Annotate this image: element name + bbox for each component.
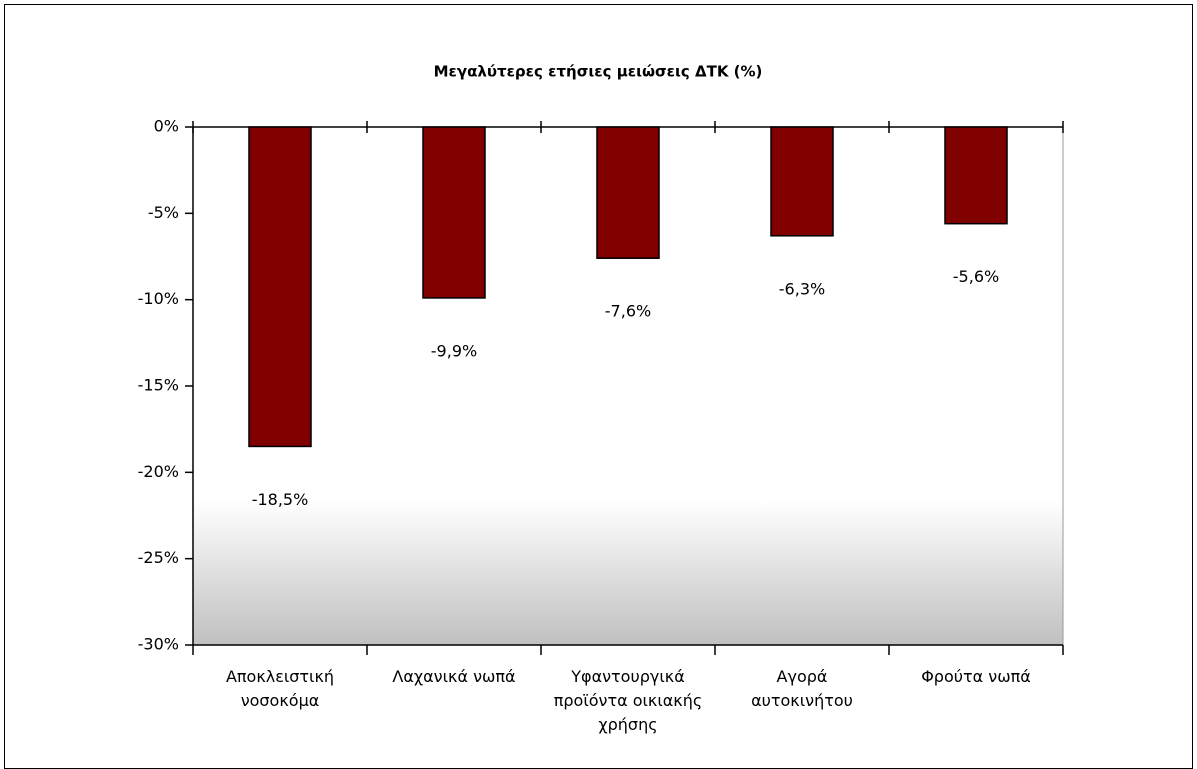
bar [248, 126, 312, 448]
bar [422, 126, 486, 299]
x-tick-label: Αποκλειστική νοσοκόμα [226, 667, 334, 710]
x-tick-label: Υφαντουργικά προϊόντα οικιακής χρήσης [554, 667, 703, 734]
y-tick-label: -25% [138, 548, 179, 567]
bar [770, 126, 834, 237]
y-tick-label: 0% [154, 117, 179, 136]
chart-title: Μεγαλύτερες ετήσιες μειώσεις ΔΤΚ (%) [434, 63, 763, 81]
x-tick-label: Αγορά αυτοκινήτου [751, 667, 853, 710]
y-tick-label: -20% [138, 462, 179, 481]
y-tick-label: -30% [138, 635, 179, 654]
value-label: -18,5% [252, 490, 309, 509]
bar [596, 126, 660, 259]
y-tick-label: -10% [138, 289, 179, 308]
x-tick-label: Φρούτα νωπά [921, 667, 1031, 686]
y-tick-label: -15% [138, 376, 179, 395]
value-label: -7,6% [605, 302, 651, 321]
y-tick-label: -5% [148, 203, 179, 222]
bar [944, 126, 1008, 225]
x-tick-label: Λαχανικά νωπά [392, 667, 515, 686]
value-label: -6,3% [779, 279, 825, 298]
value-label: -5,6% [953, 267, 999, 286]
value-label: -9,9% [431, 341, 477, 360]
